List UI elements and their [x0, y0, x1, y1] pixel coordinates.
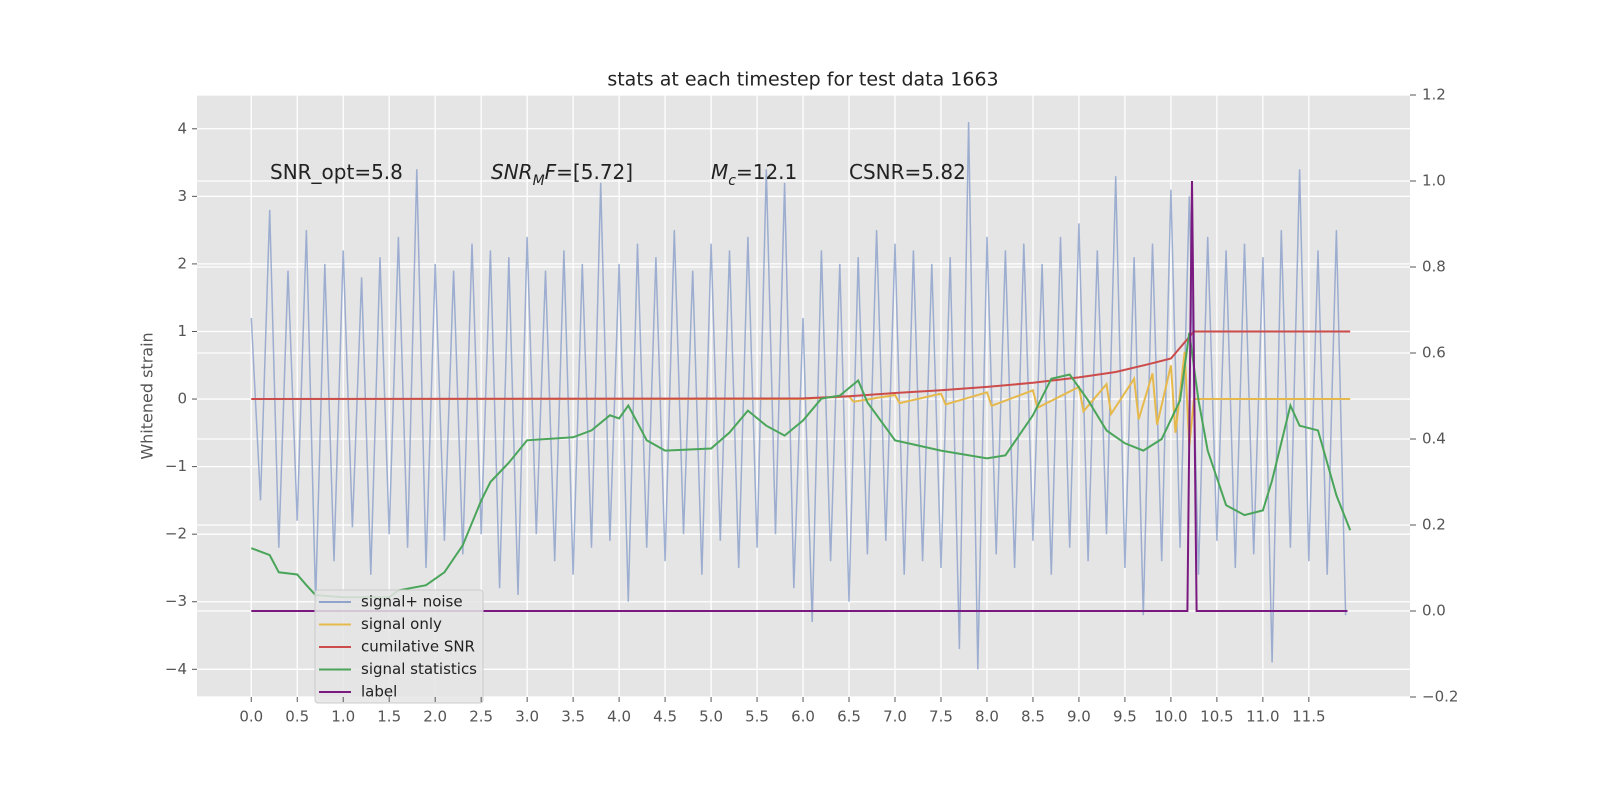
x-tick-label: 7.5 [929, 708, 953, 726]
annotation-part: CSNR=5.82 [849, 160, 966, 184]
annotations: SNR_opt=5.8 SNRMF=[5.72] Mc=12.1 CSNR=5.82 [270, 160, 966, 190]
x-tick-label: 5.0 [699, 708, 723, 726]
x-tick-label: 4.5 [653, 708, 677, 726]
annotation-part: SNR [491, 160, 533, 184]
x-tick-label: 2.0 [423, 708, 447, 726]
x-tick-label: 6.5 [837, 708, 861, 726]
legend-label: cumilative SNR [361, 638, 475, 656]
y-tick-label: −1 [165, 457, 187, 475]
x-tick-label: 7.0 [883, 708, 907, 726]
annotation-part: =12.1 [736, 160, 797, 184]
annotation-part: SNR_opt=5.8 [270, 160, 403, 184]
series-line [250, 121, 1347, 670]
series-line [251, 351, 1351, 447]
y2-tick-label: 0.6 [1422, 344, 1446, 362]
legend: signal+ noise signal only cumilative SNR si… [314, 589, 484, 704]
x-tick-label: 1.0 [331, 708, 355, 726]
x-tick-label: 0.5 [285, 708, 309, 726]
annotation: SNR_opt=5.8 [270, 160, 403, 184]
y-tick-label: −2 [165, 525, 187, 543]
legend-label: label [361, 683, 397, 701]
annotation: Mc=12.1 [711, 160, 797, 190]
y2-tick-label: 1.2 [1422, 86, 1446, 104]
series-line [251, 180, 1348, 612]
marks [250, 121, 1352, 670]
annotation-part: =[5.72] [556, 160, 633, 184]
y-axis-label: Whitened strain [138, 332, 157, 459]
legend-box [314, 589, 484, 704]
x-tick-label: 11.0 [1246, 708, 1279, 726]
series-line [250, 332, 1352, 599]
annotation: SNRMF=[5.72] [491, 160, 633, 190]
y2-tick-label: 1.0 [1422, 172, 1446, 190]
x-tick-label: 0.0 [239, 708, 263, 726]
x-tick-label: 10.5 [1200, 708, 1233, 726]
legend-label: signal only [361, 615, 442, 633]
chart-title: stats at each timestep for test data 166… [607, 69, 998, 91]
y2-tick-label: 0.2 [1422, 516, 1446, 534]
y-tick-label: 4 [177, 119, 187, 137]
x-tick-label: 9.0 [1067, 708, 1091, 726]
y-tick-label: −3 [165, 592, 187, 610]
x-tick-label: 8.5 [1021, 708, 1045, 726]
legend-label: signal+ noise [361, 593, 463, 611]
y2-tick-label: 0.4 [1422, 430, 1446, 448]
x-tick-label: 9.5 [1113, 708, 1137, 726]
annotation: CSNR=5.82 [849, 160, 966, 184]
series-line [251, 330, 1351, 400]
y-tick-label: −4 [165, 660, 187, 678]
legend-label: signal statistics [361, 660, 477, 678]
y2-tick-label: 0.8 [1422, 258, 1446, 276]
y-tick-label: 2 [177, 254, 187, 272]
y2-tick-label: −0.2 [1422, 688, 1458, 706]
x-tick-label: 1.5 [377, 708, 401, 726]
annotation-part: M [711, 160, 728, 184]
x-tick-label: 8.0 [975, 708, 999, 726]
y-tick-label: 1 [177, 322, 187, 340]
x-tick-label: 11.5 [1292, 708, 1325, 726]
annotation-part: F [545, 160, 557, 184]
x-tick-label: 10.0 [1154, 708, 1187, 726]
annotation-part: c [728, 173, 736, 189]
x-tick-label: 5.5 [745, 708, 769, 726]
y-tick-label: 0 [177, 390, 187, 408]
y2-tick-label: 0.0 [1422, 602, 1446, 620]
y-tick-label: 3 [177, 187, 187, 205]
x-tick-label: 3.5 [561, 708, 585, 726]
annotation-part: M [533, 173, 545, 189]
x-tick-label: 3.0 [515, 708, 539, 726]
x-tick-label: 6.0 [791, 708, 815, 726]
x-tick-label: 4.0 [607, 708, 631, 726]
x-tick-label: 2.5 [469, 708, 493, 726]
